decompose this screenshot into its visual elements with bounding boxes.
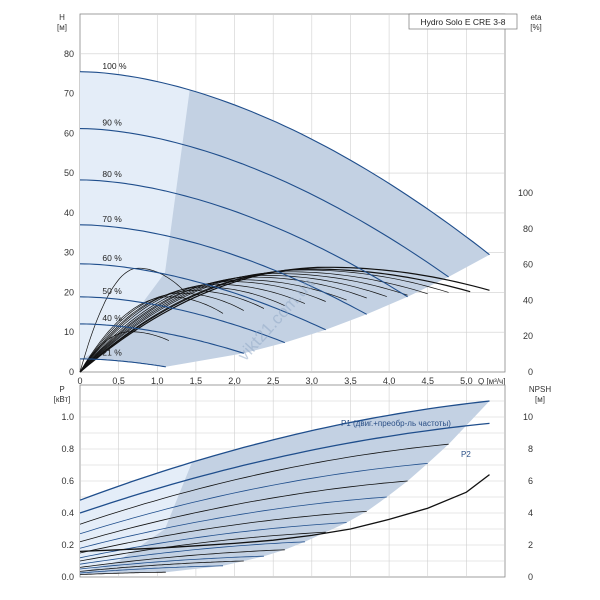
eta-tick-label: 0 xyxy=(528,367,533,377)
npsh-tick-label: 0 xyxy=(528,572,533,582)
speed-curve xyxy=(79,179,408,298)
power-curve xyxy=(79,565,224,574)
speed-curve xyxy=(79,224,367,315)
head-y-tick-label: 10 xyxy=(64,327,74,337)
head-x-tick-label: 1,0 xyxy=(151,376,164,386)
power-curve xyxy=(79,496,387,549)
p1-annotation: P1 (двиг.+преобр-ль частоты) xyxy=(341,419,451,428)
efficiency-curve xyxy=(79,292,244,373)
npsh-curve xyxy=(79,474,490,553)
power-curve xyxy=(79,549,285,568)
power-curve xyxy=(79,560,244,572)
eta-axis-label: [%] xyxy=(530,23,542,32)
power-curve xyxy=(79,531,326,562)
npsh-tick-label: 8 xyxy=(528,444,533,454)
head-x-axis-label: Q [м³/ч] xyxy=(478,377,505,386)
head-low-flow-area xyxy=(80,71,190,361)
efficiency-curve xyxy=(79,267,185,373)
head-x-tick-label: 3,0 xyxy=(306,376,319,386)
eta-tick-label: 20 xyxy=(523,331,533,341)
speed-curve-label: 80 % xyxy=(102,169,122,179)
p2-annotation: P2 xyxy=(461,450,471,459)
power-curve xyxy=(79,571,166,575)
head-y-tick-label: 20 xyxy=(64,287,74,297)
head-x-tick-label: 3,5 xyxy=(344,376,357,386)
speed-curve xyxy=(79,296,285,344)
head-y-tick-label: 70 xyxy=(64,89,74,99)
speed-curve xyxy=(79,263,326,331)
power-curve xyxy=(79,443,449,525)
head-x-tick-label: 2,0 xyxy=(228,376,241,386)
npsh-axis-label: [м] xyxy=(535,395,545,404)
power-curve xyxy=(79,463,428,535)
power-curve xyxy=(79,400,490,501)
npsh-axis-label: NPSH xyxy=(529,385,551,394)
speed-curve-label: 40 % xyxy=(102,313,122,323)
eta-axis-label: eta xyxy=(530,13,542,22)
head-y-tick-label: 30 xyxy=(64,248,74,258)
chart-title-box: Hydro Solo E CRE 3-8 xyxy=(408,13,518,30)
chart-title: Hydro Solo E CRE 3-8 xyxy=(420,17,505,27)
speed-curve xyxy=(80,323,244,354)
npsh-tick-label: 4 xyxy=(528,508,533,518)
speed-curve-label: 50 % xyxy=(102,286,122,296)
power-curve xyxy=(79,555,264,570)
power-curve xyxy=(79,541,305,565)
power-y-axis-label: [кВт] xyxy=(54,395,71,404)
npsh-tick-label: 6 xyxy=(528,476,533,486)
npsh-tick-label: 10 xyxy=(523,412,533,422)
power-operating-area xyxy=(80,401,490,575)
power-curve xyxy=(79,511,367,554)
head-y-tick-label: 40 xyxy=(64,208,74,218)
eta-tick-label: 100 xyxy=(518,188,533,198)
head-x-tick-label: 5,0 xyxy=(460,376,473,386)
power-y-tick-label: 0.6 xyxy=(61,476,74,486)
speed-curve xyxy=(80,358,166,368)
power-curve xyxy=(79,422,490,514)
power-curve xyxy=(79,480,408,543)
efficiency-curve xyxy=(79,296,224,373)
head-y-tick-label: 0 xyxy=(69,367,74,377)
head-y-axis-label: [м] xyxy=(57,23,67,32)
power-y-tick-label: 1.0 xyxy=(61,412,74,422)
speed-curve-label: 100 % xyxy=(102,61,127,71)
head-x-tick-label: 0 xyxy=(77,376,82,386)
speed-curve xyxy=(79,71,490,256)
power-y-tick-label: 0.0 xyxy=(61,572,74,582)
head-x-tick-label: 4,5 xyxy=(421,376,434,386)
eta-tick-label: 40 xyxy=(523,295,533,305)
power-y-tick-label: 0.2 xyxy=(61,540,74,550)
speed-curve-label: 90 % xyxy=(102,118,122,128)
efficiency-curve xyxy=(79,331,170,373)
speed-curve-label: 70 % xyxy=(102,214,122,224)
eta-tick-label: 60 xyxy=(523,260,533,270)
head-y-tick-label: 50 xyxy=(64,168,74,178)
speed-curve xyxy=(79,128,449,278)
head-y-tick-label: 60 xyxy=(64,128,74,138)
eta-tick-label: 80 xyxy=(523,224,533,234)
head-x-tick-label: 4,0 xyxy=(383,376,396,386)
head-efficiency-plot: 100 % 90 % 80 % 70 % 60 % 50 % 40 % 21 % 0 0,5 1,0… xyxy=(57,13,542,386)
head-x-tick-label: 2,5 xyxy=(267,376,280,386)
power-y-axis-label: P xyxy=(59,385,64,394)
power-y-tick-label: 0.4 xyxy=(61,508,74,518)
head-y-axis-label: H xyxy=(59,13,65,22)
power-y-tick-label: 0.8 xyxy=(61,444,74,454)
efficiency-curve xyxy=(79,271,428,373)
efficiency-curve xyxy=(79,290,265,373)
power-npsh-plot: 0.0 0.2 0.4 0.6 0.8 1.0 0 2 4 6 8 10 P[кВт] NPSH[м] xyxy=(54,384,551,582)
npsh-tick-label: 2 xyxy=(528,540,533,550)
head-x-tick-label: 0,5 xyxy=(112,376,125,386)
speed-curve-label: 60 % xyxy=(102,253,122,263)
efficiency-curve xyxy=(79,283,306,373)
head-x-tick-label: 1,5 xyxy=(190,376,203,386)
speed-curve-label: 21 % xyxy=(102,348,122,358)
head-y-tick-label: 80 xyxy=(64,49,74,59)
